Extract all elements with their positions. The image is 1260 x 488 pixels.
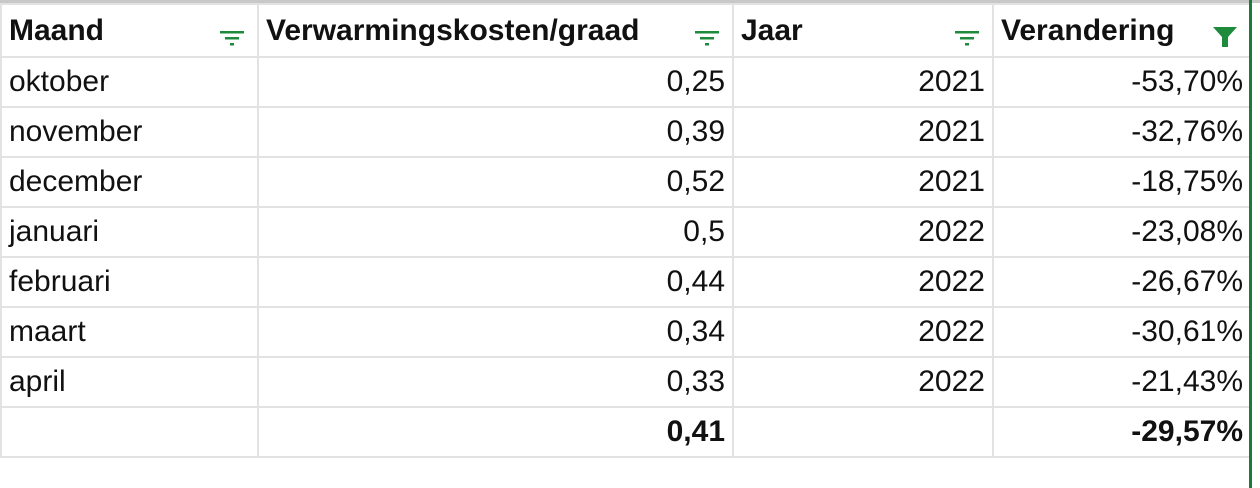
column-header[interactable]: Verwarmingskosten/graad bbox=[257, 3, 734, 58]
header-row: Maand Verwarmingskosten/graad Jaar Verander… bbox=[0, 3, 1252, 58]
cell[interactable]: 0,39 bbox=[257, 106, 734, 158]
cell[interactable]: -21,43% bbox=[992, 356, 1252, 408]
selection-border bbox=[1249, 0, 1252, 488]
total-cell[interactable] bbox=[732, 406, 994, 458]
table-row: maart 0,34 2022 -30,61% bbox=[0, 306, 1252, 358]
cell[interactable]: 2022 bbox=[732, 306, 994, 358]
cell[interactable]: 0,5 bbox=[257, 206, 734, 258]
cell[interactable]: -30,61% bbox=[992, 306, 1252, 358]
cell[interactable]: -53,70% bbox=[992, 56, 1252, 108]
cell[interactable]: 0,44 bbox=[257, 256, 734, 308]
cell[interactable]: 2022 bbox=[732, 356, 994, 408]
cell[interactable]: 0,52 bbox=[257, 156, 734, 208]
column-header[interactable]: Verandering bbox=[992, 3, 1252, 58]
cell[interactable]: -18,75% bbox=[992, 156, 1252, 208]
table-row: november 0,39 2021 -32,76% bbox=[0, 106, 1252, 158]
filter-lines-icon[interactable] bbox=[219, 22, 245, 46]
total-cell[interactable]: -29,57% bbox=[992, 406, 1252, 458]
cell[interactable]: november bbox=[0, 106, 259, 158]
cell[interactable]: januari bbox=[0, 206, 259, 258]
spreadsheet-table: Maand Verwarmingskosten/graad Jaar Verander… bbox=[0, 3, 1252, 458]
column-header-label: Maand bbox=[9, 13, 105, 47]
cell[interactable]: 2021 bbox=[732, 56, 994, 108]
filter-funnel-icon[interactable] bbox=[1212, 22, 1238, 47]
filter-lines-icon[interactable] bbox=[694, 22, 720, 46]
totals-row: 0,41 -29,57% bbox=[0, 406, 1252, 458]
cell[interactable]: 2022 bbox=[732, 206, 994, 258]
cell[interactable]: april bbox=[0, 356, 259, 408]
total-cell[interactable]: 0,41 bbox=[257, 406, 734, 458]
table-row: januari 0,5 2022 -23,08% bbox=[0, 206, 1252, 258]
column-header-label: Verandering bbox=[1001, 13, 1175, 47]
cell[interactable]: -32,76% bbox=[992, 106, 1252, 158]
total-cell[interactable] bbox=[0, 406, 259, 458]
cell[interactable]: 2021 bbox=[732, 156, 994, 208]
cell[interactable]: 2022 bbox=[732, 256, 994, 308]
cell[interactable]: -26,67% bbox=[992, 256, 1252, 308]
column-header[interactable]: Maand bbox=[0, 3, 259, 58]
table-row: oktober 0,25 2021 -53,70% bbox=[0, 56, 1252, 108]
column-header[interactable]: Jaar bbox=[732, 3, 994, 58]
cell[interactable]: december bbox=[0, 156, 259, 208]
table-row: februari 0,44 2022 -26,67% bbox=[0, 256, 1252, 308]
top-border bbox=[0, 0, 1260, 3]
column-header-label: Verwarmingskosten/graad bbox=[266, 13, 640, 47]
cell[interactable]: maart bbox=[0, 306, 259, 358]
cell[interactable]: 0,25 bbox=[257, 56, 734, 108]
cell[interactable]: februari bbox=[0, 256, 259, 308]
cell[interactable]: 0,34 bbox=[257, 306, 734, 358]
column-header-label: Jaar bbox=[741, 13, 803, 47]
cell[interactable]: 2021 bbox=[732, 106, 994, 158]
cell[interactable]: 0,33 bbox=[257, 356, 734, 408]
table-row: april 0,33 2022 -21,43% bbox=[0, 356, 1252, 408]
filter-lines-icon[interactable] bbox=[954, 22, 980, 46]
cell[interactable]: oktober bbox=[0, 56, 259, 108]
table-row: december 0,52 2021 -18,75% bbox=[0, 156, 1252, 208]
cell[interactable]: -23,08% bbox=[992, 206, 1252, 258]
